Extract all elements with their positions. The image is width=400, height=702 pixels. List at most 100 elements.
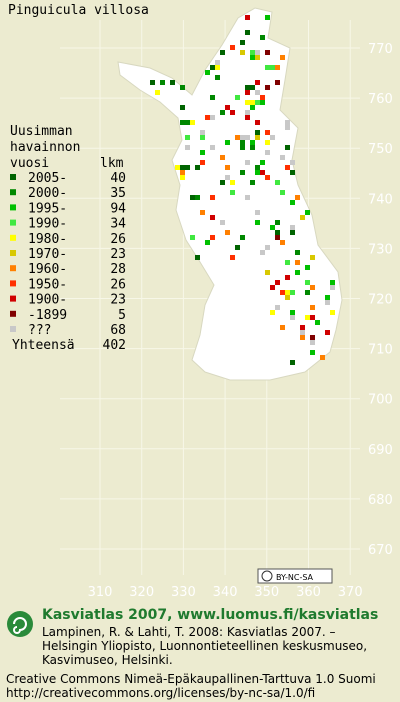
observation-square bbox=[200, 210, 205, 215]
observation-square bbox=[185, 120, 190, 125]
observation-square bbox=[245, 135, 250, 140]
observation-square bbox=[290, 170, 295, 175]
observation-square bbox=[275, 80, 280, 85]
observation-square bbox=[310, 285, 315, 290]
observation-square bbox=[275, 305, 280, 310]
observation-square bbox=[220, 180, 225, 185]
legend-count-header: lkm bbox=[100, 156, 124, 171]
observation-square bbox=[270, 285, 275, 290]
observation-square bbox=[280, 190, 285, 195]
observation-square bbox=[200, 160, 205, 165]
observation-square bbox=[290, 200, 295, 205]
observation-square bbox=[300, 215, 305, 220]
observation-square bbox=[230, 190, 235, 195]
observation-square bbox=[190, 235, 195, 240]
observation-square bbox=[250, 50, 255, 55]
legend-label: 2000- bbox=[28, 186, 67, 201]
observation-square bbox=[260, 35, 265, 40]
legend-count: 40 bbox=[110, 171, 126, 186]
observation-square bbox=[250, 100, 255, 105]
observation-square bbox=[300, 330, 305, 335]
legend-swatch bbox=[10, 280, 16, 287]
observation-square bbox=[280, 290, 285, 295]
citation-line: Kasvimuseo, Helsinki. bbox=[42, 653, 173, 667]
citation-line: Lampinen, R. & Lahti, T. 2008: Kasviatla… bbox=[42, 625, 336, 639]
observation-square bbox=[275, 180, 280, 185]
legend-label: 1980- bbox=[28, 232, 67, 247]
observation-square bbox=[180, 170, 185, 175]
badge-text: BY-NC-SA bbox=[276, 573, 314, 582]
observation-square bbox=[280, 55, 285, 60]
observation-square bbox=[300, 325, 305, 330]
observation-square bbox=[330, 285, 335, 290]
observation-square bbox=[280, 240, 285, 245]
x-tick-label: 320 bbox=[129, 585, 154, 600]
observation-square bbox=[290, 315, 295, 320]
observation-square bbox=[180, 175, 185, 180]
legend-swatch bbox=[10, 174, 16, 180]
observation-square bbox=[275, 235, 280, 240]
observation-square bbox=[255, 170, 260, 175]
observation-square bbox=[260, 250, 265, 255]
legend-count: 23 bbox=[110, 293, 126, 308]
observation-square bbox=[310, 335, 315, 340]
observation-square bbox=[255, 100, 260, 105]
observation-square bbox=[300, 335, 305, 340]
observation-square bbox=[255, 210, 260, 215]
legend-count: 5 bbox=[118, 308, 126, 323]
y-tick-label: 730 bbox=[368, 242, 393, 257]
observation-square bbox=[180, 120, 185, 125]
legend-swatch bbox=[10, 189, 16, 196]
observation-square bbox=[210, 115, 215, 120]
observation-square bbox=[285, 290, 290, 295]
logo bbox=[7, 611, 33, 637]
observation-squares bbox=[150, 15, 335, 365]
observation-square bbox=[245, 110, 250, 115]
observation-square bbox=[265, 85, 270, 90]
observation-square bbox=[325, 300, 330, 305]
legend-label: 1950- bbox=[28, 277, 67, 292]
observation-square bbox=[330, 310, 335, 315]
legend: 2005- 40 2000- 35 1995- 94 1990- 34 1980- 26 1970-… bbox=[10, 171, 126, 338]
observation-square bbox=[245, 100, 250, 105]
observation-square bbox=[180, 85, 185, 90]
observation-square bbox=[225, 175, 230, 180]
observation-square bbox=[285, 260, 290, 265]
observation-square bbox=[250, 180, 255, 185]
observation-square bbox=[220, 155, 225, 160]
observation-square bbox=[305, 210, 310, 215]
observation-square bbox=[245, 30, 250, 35]
license-line: Creative Commons Nimeä-Epäkaupallinen-Ta… bbox=[6, 672, 376, 686]
legend-swatch bbox=[10, 326, 16, 332]
observation-square bbox=[190, 195, 195, 200]
observation-square bbox=[180, 165, 185, 170]
observation-square bbox=[185, 135, 190, 140]
observation-square bbox=[255, 130, 260, 135]
observation-square bbox=[240, 145, 245, 150]
observation-square bbox=[220, 220, 225, 225]
observation-square bbox=[290, 160, 295, 165]
observation-square bbox=[275, 65, 280, 70]
license-badge: BY-NC-SA bbox=[257, 568, 333, 584]
observation-square bbox=[255, 80, 260, 85]
observation-square bbox=[295, 195, 300, 200]
observation-square bbox=[240, 140, 245, 145]
observation-square bbox=[310, 350, 315, 355]
observation-square bbox=[235, 135, 240, 140]
license-line: http://creativecommons.org/licenses/by-n… bbox=[6, 686, 315, 700]
observation-square bbox=[175, 165, 180, 170]
observation-square bbox=[195, 195, 200, 200]
legend-swatch bbox=[10, 295, 16, 302]
observation-square bbox=[310, 340, 315, 345]
observation-square bbox=[170, 80, 175, 85]
observation-square bbox=[250, 140, 255, 145]
observation-square bbox=[245, 160, 250, 165]
observation-square bbox=[310, 255, 315, 260]
y-tick-label: 760 bbox=[368, 92, 393, 107]
y-tick-label: 770 bbox=[368, 42, 393, 57]
x-tick-label: 310 bbox=[88, 585, 113, 600]
legend-count: 28 bbox=[110, 262, 126, 277]
legend-count: 34 bbox=[110, 217, 126, 232]
observation-square bbox=[325, 330, 330, 335]
observation-square bbox=[235, 245, 240, 250]
